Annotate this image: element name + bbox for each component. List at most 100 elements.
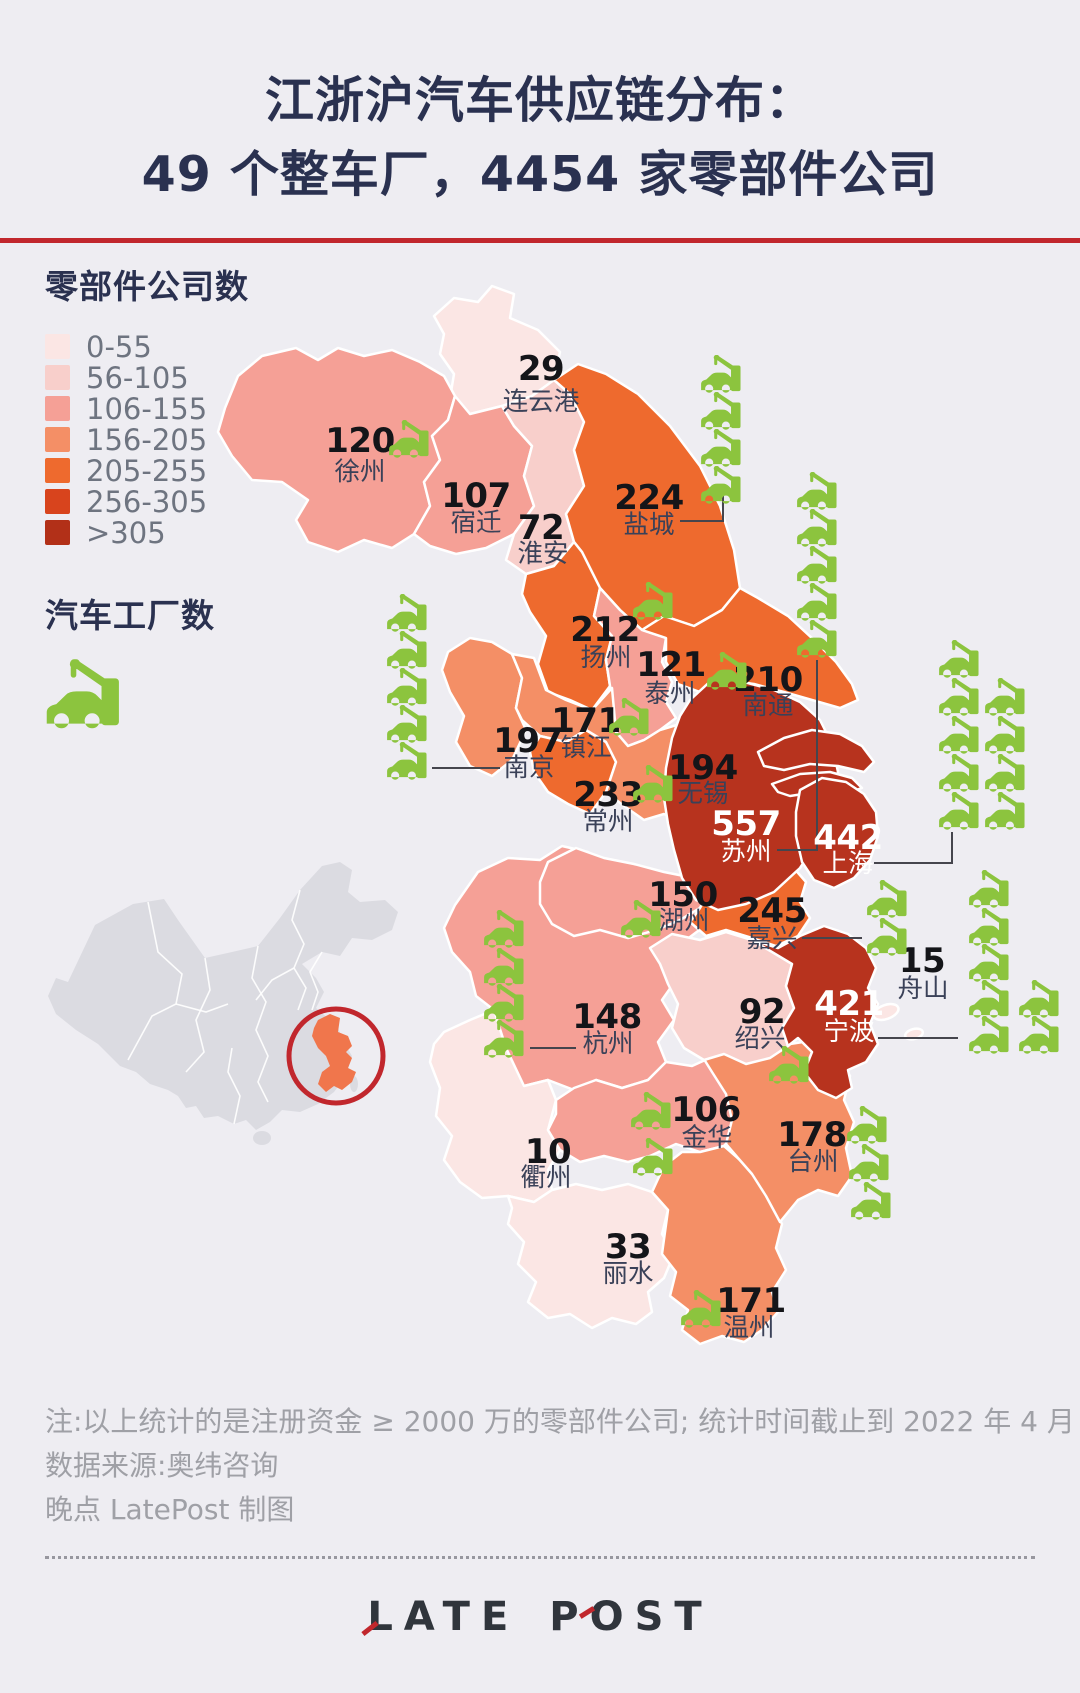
factory-icon (939, 640, 979, 678)
highlight-circle (286, 1006, 386, 1106)
city-value-label: 224 (614, 478, 683, 518)
city-value-label: 33 (605, 1227, 651, 1267)
factory-icon (387, 668, 427, 706)
bin-label: 256-305 (86, 484, 208, 519)
city-name-label: 杭州 (582, 1029, 633, 1059)
province-borders (127, 889, 323, 1125)
factory-icon (969, 870, 1009, 908)
color-swatch (45, 458, 70, 483)
factory-icon (387, 705, 427, 743)
title-underline-rule (0, 238, 1080, 243)
legend-bin-row: 156-205 (45, 423, 325, 457)
color-swatch (45, 334, 70, 359)
city-name-label: 南京 (503, 753, 554, 783)
latepost-logo: LATE POST (0, 1594, 1080, 1640)
factory-icon (969, 944, 1009, 982)
factory-icon (985, 716, 1025, 754)
footnote-statistics: 注:以上统计的是注册资金 ≥ 2000 万的零部件公司; 统计时间截止到 202… (45, 1405, 1075, 1438)
factory-icon (985, 792, 1025, 830)
city-name-label: 上海 (822, 849, 873, 879)
china-inset-map (48, 862, 398, 1145)
city-name-label: 徐州 (334, 457, 385, 487)
region-nanjing (440, 636, 528, 778)
bin-label: >305 (86, 515, 166, 550)
city-name-label: 盐城 (623, 510, 674, 540)
city-value-label: 212 (570, 610, 639, 650)
region-nantong (640, 586, 860, 710)
region-zhoushan (872, 1002, 900, 1022)
city-value-label: 421 (814, 984, 883, 1024)
color-swatch (45, 427, 70, 452)
city-value-label: 171 (716, 1281, 785, 1321)
factory-icon (969, 980, 1009, 1018)
factory-icon (797, 546, 837, 584)
footnotes: 注:以上统计的是注册资金 ≥ 2000 万的零部件公司; 统计时间截止到 202… (45, 1400, 1075, 1532)
city-name-label: 宁波 (823, 1017, 874, 1047)
region-huzhou (538, 846, 712, 940)
city-name-label: 温州 (723, 1313, 774, 1343)
bin-label: 156-205 (86, 422, 208, 457)
factory-icon (701, 355, 741, 393)
city-value-label: 150 (648, 875, 717, 915)
legend-bin-row: 0-55 (45, 330, 325, 364)
city-name-label: 衢州 (520, 1163, 571, 1193)
city-value-label: 10 (525, 1132, 571, 1172)
bin-label: 56-105 (86, 360, 189, 395)
title-line-1: 江浙沪汽车供应链分布： (264, 72, 815, 129)
city-labels: 29 连云港 120 徐州 107 宿迁 72 淮安 224 盐城 212 扬州… (325, 349, 948, 1343)
region-lishui (506, 1182, 676, 1330)
city-name-label: 宿迁 (450, 508, 501, 538)
city-value-label: 178 (777, 1115, 846, 1155)
footnote-credit: 晚点 LatePost 制图 (45, 1493, 295, 1526)
factory-icon (1019, 980, 1059, 1018)
color-swatch (45, 396, 70, 421)
city-name-label: 绍兴 (734, 1024, 785, 1054)
city-name-label: 常州 (582, 807, 633, 837)
city-value-label: 106 (671, 1090, 740, 1130)
connector-shanghai (874, 832, 953, 864)
factory-icon (387, 594, 427, 632)
connector-lines (432, 496, 958, 1049)
factory-icon (939, 792, 979, 830)
city-value-label: 92 (739, 992, 785, 1032)
factory-icon (985, 754, 1025, 792)
page-title: 江浙沪汽车供应链分布： 49 个整车厂，4454 家零部件公司 (0, 64, 1080, 211)
city-value-label: 121 (636, 645, 705, 685)
factory-icon (867, 918, 907, 956)
factory-icon (387, 631, 427, 669)
factory-icon (387, 742, 427, 780)
factory-icon (1019, 1016, 1059, 1054)
city-name-label: 湖州 (658, 906, 709, 936)
city-name-label: 扬州 (580, 643, 631, 673)
bin-label: 0-55 (86, 329, 152, 364)
legend-bin-row: >305 (45, 516, 325, 550)
city-value-label: 107 (441, 476, 510, 516)
legend-bin-row: 106-155 (45, 392, 325, 426)
city-value-label: 120 (325, 421, 394, 461)
factory-icon (851, 1182, 891, 1220)
city-value-label: 557 (711, 804, 780, 844)
city-name-label: 泰州 (644, 679, 695, 709)
city-value-label: 245 (737, 891, 806, 931)
color-swatch (45, 520, 70, 545)
city-value-label: 194 (668, 748, 737, 788)
color-swatch (45, 489, 70, 514)
factory-icon (701, 429, 741, 467)
logo-word-late: LATE (367, 1594, 520, 1640)
legend-bin-row: 56-105 (45, 361, 325, 395)
region-wenzhou (650, 1144, 788, 1346)
china-landmass (48, 862, 398, 1130)
city-name-label: 丽水 (602, 1259, 653, 1289)
city-name-label: 台州 (787, 1147, 838, 1177)
city-name-label: 镇江 (560, 733, 611, 763)
city-value-label: 197 (493, 721, 562, 761)
legend-parts-header: 零部件公司数 (45, 267, 249, 306)
legend: 零部件公司数 0-55 56-105 106-155 156-205 205-2… (45, 260, 325, 733)
hainan-island (253, 1131, 271, 1145)
bin-label: 205-255 (86, 453, 208, 488)
city-name-label: 金华 (681, 1123, 732, 1153)
factory-icon (797, 509, 837, 547)
factory-icon (985, 678, 1025, 716)
